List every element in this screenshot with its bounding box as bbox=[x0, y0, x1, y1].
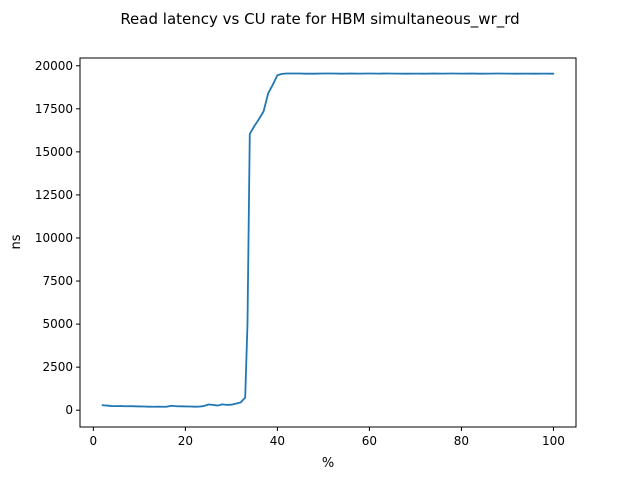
y-tick-label: 0 bbox=[65, 403, 73, 417]
y-tick-label: 20000 bbox=[35, 59, 73, 73]
x-tick-label: 60 bbox=[362, 434, 377, 448]
plot-frame bbox=[79, 57, 577, 428]
y-tick-label: 2500 bbox=[42, 360, 73, 374]
chart-title: Read latency vs CU rate for HBM simultan… bbox=[120, 10, 519, 29]
y-axis-label: ns bbox=[9, 234, 24, 249]
x-tick-label: 0 bbox=[90, 434, 98, 448]
y-tick-label: 5000 bbox=[42, 317, 73, 331]
y-tick-label: 17500 bbox=[35, 102, 73, 116]
x-tick-label: 100 bbox=[542, 434, 565, 448]
x-axis-label: % bbox=[322, 456, 334, 471]
y-tick-label: 7500 bbox=[42, 274, 73, 288]
series-line-0 bbox=[101, 72, 555, 408]
x-tick-label: 80 bbox=[454, 434, 469, 448]
y-tick-label: 15000 bbox=[35, 145, 73, 159]
x-tick-label: 20 bbox=[178, 434, 193, 448]
x-tick-label: 40 bbox=[270, 434, 285, 448]
y-tick-label: 12500 bbox=[35, 188, 73, 202]
y-tick-label: 10000 bbox=[35, 231, 73, 245]
